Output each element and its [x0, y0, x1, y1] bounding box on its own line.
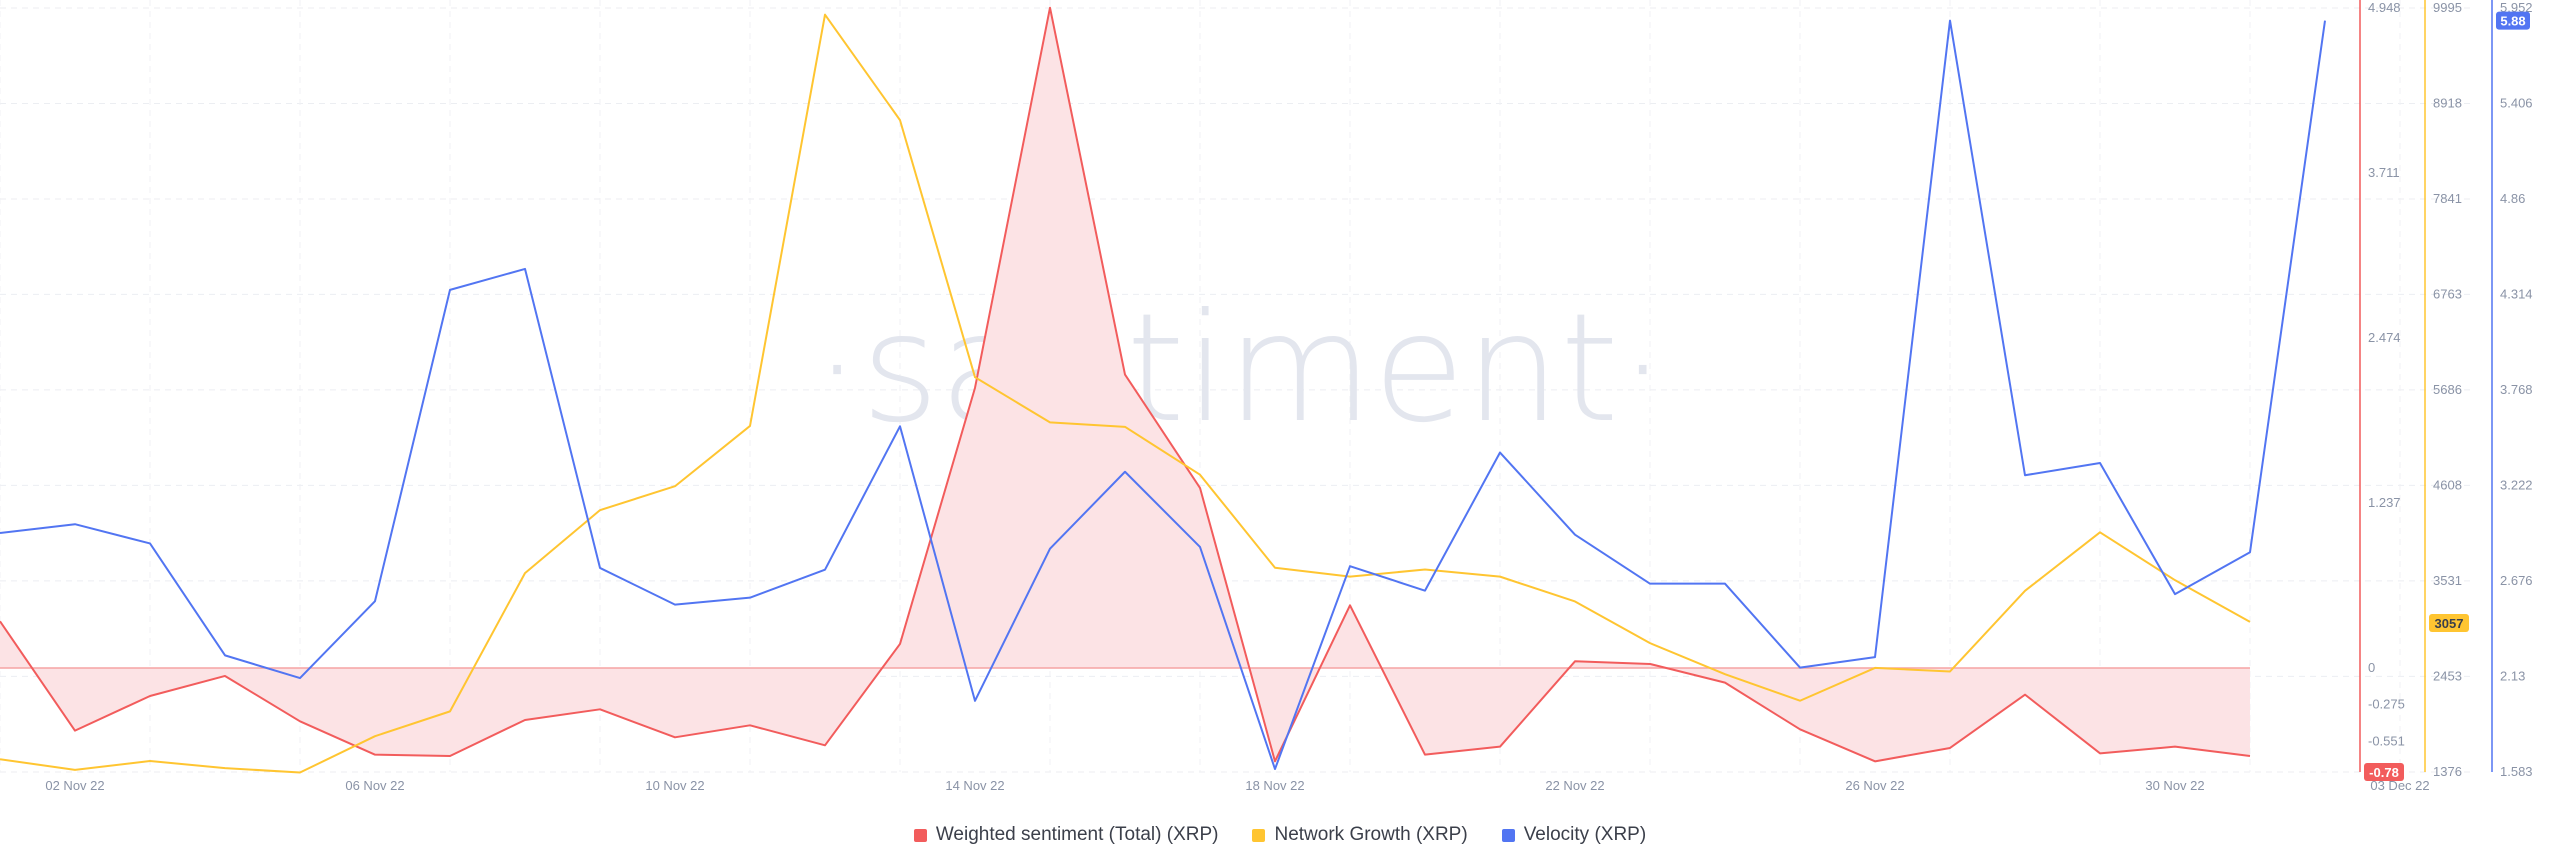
legend-label: Network Growth (XRP) [1274, 824, 1468, 845]
axis-badge-red: -0.78 [2364, 763, 2404, 781]
series-line-red[interactable] [0, 6, 2251, 763]
svg-text:3057: 3057 [2435, 616, 2464, 631]
legend-item-velocity[interactable]: Velocity (XRP) [1501, 824, 1647, 846]
x-tick-label: 10 Nov 22 [645, 778, 704, 793]
axes: 4.948 3.711 2.474 1.237 0 -0.275 -0.551 9995 891… [2359, 0, 2533, 779]
x-tick-label: 06 Nov 22 [345, 778, 404, 793]
x-tick-label: 22 Nov 22 [1545, 778, 1604, 793]
y-tick-label-blue: 5.952 [2500, 0, 2533, 15]
axis-badge-yellow: 3057 [2429, 613, 2469, 632]
y-tick-label-yellow: 4608 [2433, 478, 2462, 493]
legend-swatch-red [913, 828, 927, 842]
y-tick-label-yellow: 5686 [2433, 382, 2462, 397]
santiment-watermark: ·santiment· [813, 282, 1666, 456]
legend-swatch-blue [1501, 828, 1515, 842]
legend-item-network-growth[interactable]: Network Growth (XRP) [1252, 824, 1468, 846]
y-tick-label-yellow: 2453 [2433, 669, 2462, 684]
y-tick-label-blue: 1.583 [2500, 764, 2533, 779]
x-tick-label: 02 Nov 22 [45, 778, 104, 793]
y-tick-label-yellow: 6763 [2433, 286, 2462, 301]
x-tick-label: 03 Dec 22 [2370, 778, 2429, 793]
y-tick-label-yellow: 3531 [2433, 573, 2462, 588]
legend: Weighted sentiment (Total) (XRP) Network… [0, 820, 2560, 850]
axis-badge-blue: 5.88 [2496, 11, 2530, 30]
y-tick-label-yellow: 8918 [2433, 95, 2462, 110]
sentiment-fill [0, 7, 2250, 762]
y-tick-label-blue: 3.222 [2500, 477, 2533, 492]
svg-text:-0.78: -0.78 [2369, 765, 2399, 780]
sentiment-area [0, 7, 2250, 762]
y-tick-label-yellow: 1376 [2433, 764, 2462, 779]
x-tick-label: 18 Nov 22 [1245, 778, 1304, 793]
y-tick-label-red: 3.711 [2368, 165, 2400, 180]
legend-label: Velocity (XRP) [1523, 824, 1647, 845]
y-tick-label-red: 1.237 [2368, 495, 2401, 510]
series-lines [0, 6, 2326, 774]
y-tick-label-yellow: 9995 [2433, 0, 2462, 15]
y-tick-label-red: 4.948 [2368, 0, 2401, 15]
x-tick-label: 14 Nov 22 [945, 778, 1004, 793]
y-tick-label-yellow: 7841 [2433, 191, 2462, 206]
y-tick-label-blue: 4.86 [2500, 191, 2525, 206]
y-tick-label-red: 0 [2368, 660, 2375, 675]
legend-swatch-yellow [1252, 828, 1266, 842]
x-tick-label: 30 Nov 22 [2145, 778, 2204, 793]
axis-badges: -0.78 3057 5.88 [2364, 11, 2530, 781]
y-tick-label-red: 2.474 [2368, 330, 2401, 345]
y-tick-label-red: -0.551 [2368, 733, 2405, 748]
x-tick-label: 26 Nov 22 [1845, 778, 1904, 793]
y-tick-label-blue: 4.314 [2500, 286, 2533, 301]
x-axis-ticks: 02 Nov 22 06 Nov 22 10 Nov 22 14 Nov 22 18 N… [45, 778, 2429, 793]
y-tick-label-blue: 2.13 [2500, 668, 2525, 683]
svg-text:5.88: 5.88 [2500, 14, 2525, 29]
y-tick-label-blue: 3.768 [2500, 382, 2533, 397]
y-tick-label-blue: 5.406 [2500, 95, 2533, 110]
series-line-blue[interactable] [0, 19, 2326, 771]
series-line-yellow[interactable] [0, 13, 2251, 774]
legend-label: Weighted sentiment (Total) (XRP) [935, 824, 1219, 845]
y-tick-label-blue: 2.676 [2500, 573, 2533, 588]
legend-item-weighted-sentiment[interactable]: Weighted sentiment (Total) (XRP) [913, 824, 1219, 846]
y-tick-label-red: -0.275 [2368, 697, 2405, 712]
